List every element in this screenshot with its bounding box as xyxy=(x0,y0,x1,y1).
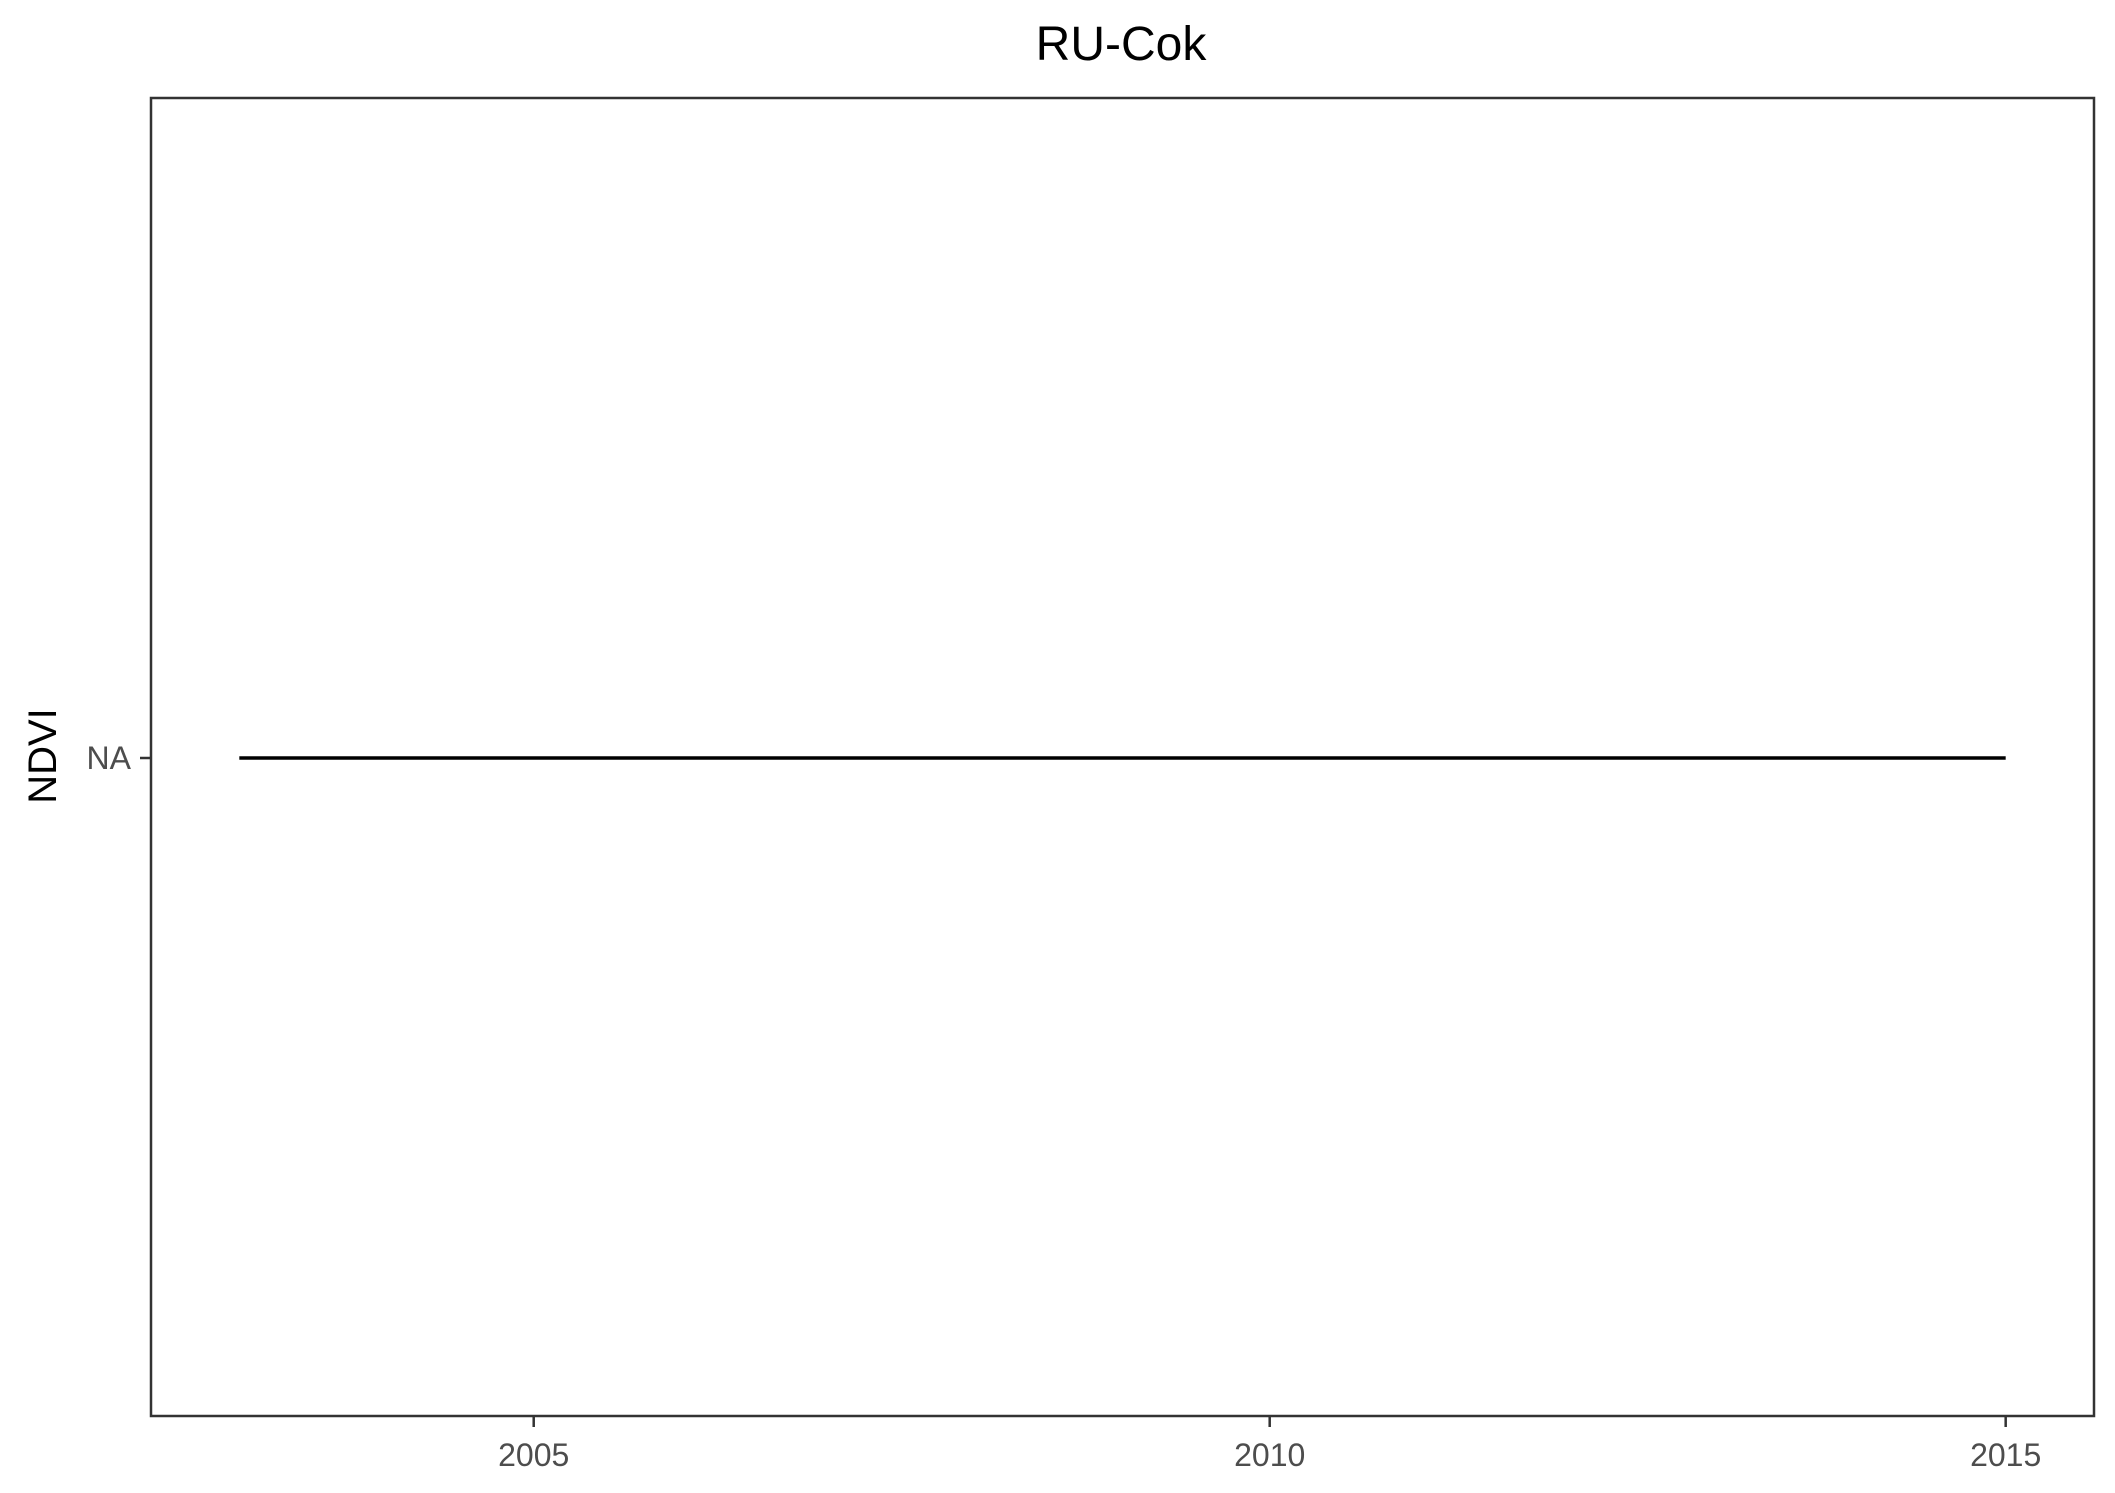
x-axis: 2005 2010 2015 xyxy=(498,1416,2041,1473)
x-tick-label-2015: 2015 xyxy=(1970,1437,2041,1473)
y-axis: NA xyxy=(87,740,151,776)
y-tick-label-NA: NA xyxy=(87,740,132,776)
x-tick-label-2005: 2005 xyxy=(498,1437,569,1473)
chart-title: RU-Cok xyxy=(1036,18,1208,71)
x-tick-label-2010: 2010 xyxy=(1234,1437,1305,1473)
y-axis-title: NDVI xyxy=(21,708,65,804)
